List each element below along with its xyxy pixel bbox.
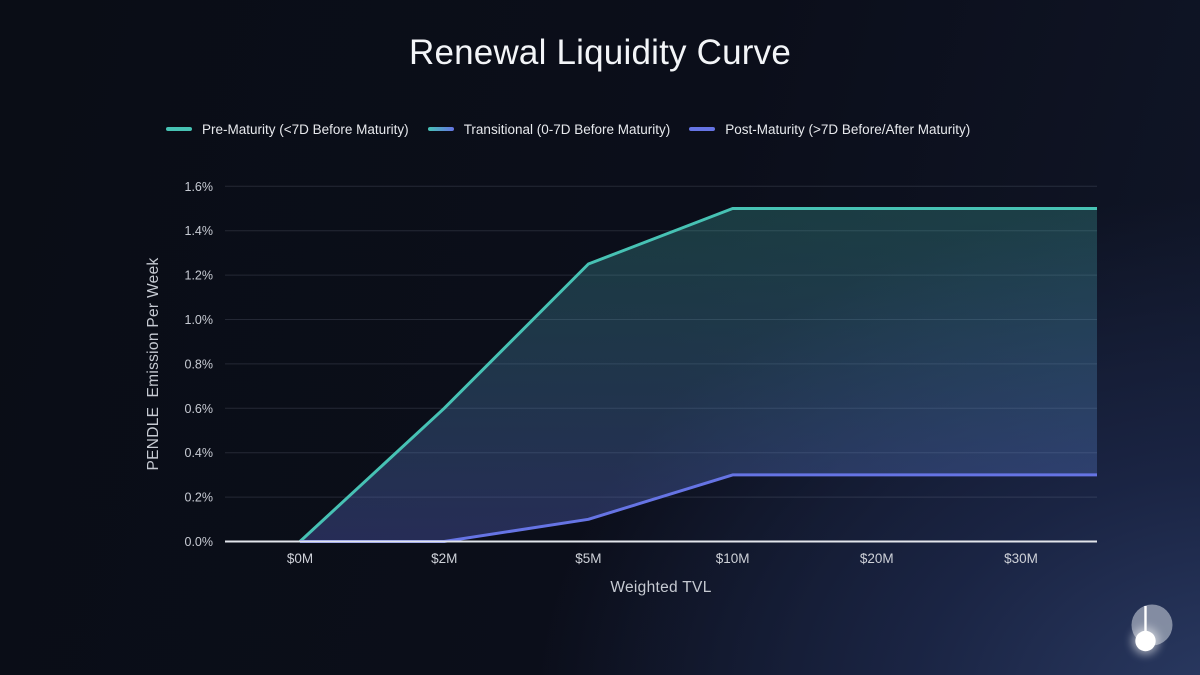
x-tick-label: $10M: [716, 551, 750, 566]
y-tick-label: 1.2%: [185, 269, 214, 283]
y-tick-label: 0.4%: [185, 446, 214, 460]
transitional-gradient-band: [300, 208, 1097, 542]
y-axis-title: PENDLE Emission Per Week: [145, 257, 162, 470]
legend-label: Transitional (0-7D Before Maturity): [463, 121, 671, 137]
legend: Pre-Maturity (<7D Before Maturity) Transi…: [166, 120, 970, 138]
page-title: Renewal Liquidity Curve: [408, 33, 791, 72]
y-tick-label: 1.6%: [185, 180, 214, 194]
x-tick-label: $2M: [431, 551, 457, 566]
y-tick-label: 0.0%: [185, 535, 214, 549]
legend-swatch-pre-maturity-icon: [166, 127, 192, 131]
x-tick-label: $30M: [1004, 551, 1038, 566]
y-tick-label: 1.4%: [185, 224, 214, 238]
y-tick-label: 1.0%: [185, 313, 214, 327]
legend-swatch-transitional-icon: [427, 127, 454, 131]
x-tick-label: $0M: [287, 551, 313, 566]
legend-item-transitional: Transitional (0-7D Before Maturity): [427, 121, 671, 137]
legend-label: Pre-Maturity (<7D Before Maturity): [202, 121, 409, 137]
legend-item-pre-maturity: Pre-Maturity (<7D Before Maturity): [166, 122, 409, 137]
x-axis-title: Weighted TVL: [610, 579, 711, 596]
x-tick-label: $5M: [575, 551, 601, 566]
legend-item-post-maturity: Post-Maturity (>7D Before/After Maturity…: [689, 122, 970, 137]
pre-maturity-line: [298, 207, 1097, 543]
legend-swatch-post-maturity-icon: [689, 127, 716, 131]
legend-label: Post-Maturity (>7D Before/After Maturity…: [725, 121, 971, 137]
y-tick-label: 0.8%: [185, 357, 214, 371]
pendle-pendulum-logo: [1131, 604, 1173, 655]
x-tick-label: $20M: [860, 551, 894, 566]
y-tick-label: 0.6%: [185, 402, 214, 416]
pendulum-bob: [1135, 630, 1156, 652]
y-tick-label: 0.2%: [185, 491, 214, 505]
